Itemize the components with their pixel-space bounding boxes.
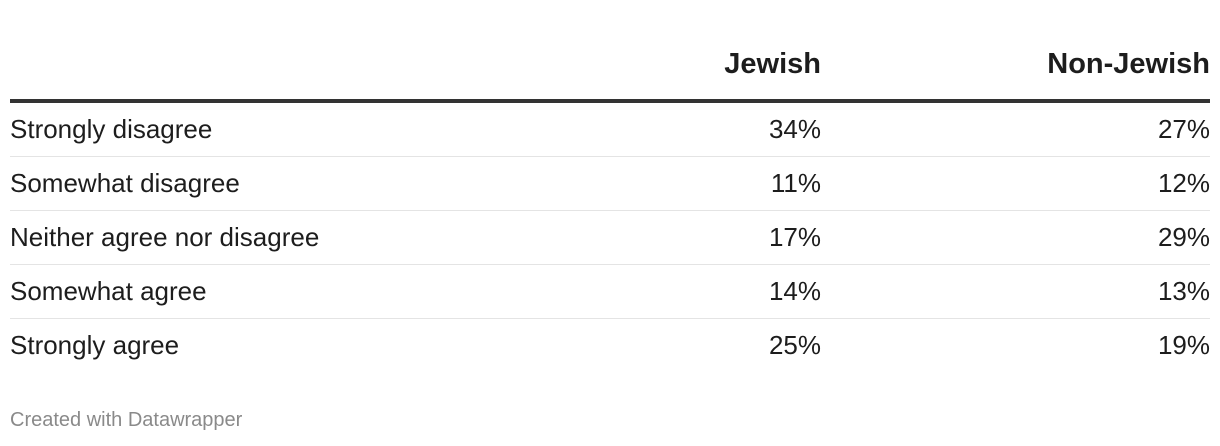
row-label: Somewhat disagree (10, 156, 470, 211)
data-table-container: Jewish Non-Jewish Strongly disagree 34% … (10, 40, 1210, 372)
table-header: Jewish Non-Jewish (10, 40, 1210, 103)
row-label: Strongly agree (10, 330, 180, 360)
header-label-column (10, 40, 470, 103)
cell-jewish: 34% (470, 101, 821, 157)
cell-non-jewish: 12% (821, 156, 1210, 211)
row-label: Strongly disagree (10, 101, 470, 157)
cell-non-jewish: 27% (821, 101, 1210, 157)
header-non-jewish: Non-Jewish (821, 40, 1210, 103)
cell-jewish: 25% (768, 330, 821, 360)
table-row: Strongly disagree 34% 27% (10, 101, 1210, 157)
cell-non-jewish: 19% (1157, 330, 1210, 360)
table-row: Strongly agree 25% 19% (10, 319, 1210, 373)
table-row: Somewhat agree 14% 13% (10, 264, 1210, 319)
data-table: Jewish Non-Jewish Strongly disagree 34% … (10, 40, 1210, 372)
cell-jewish: 11% (470, 156, 821, 211)
cell-jewish: 14% (470, 264, 821, 319)
row-label: Somewhat agree (10, 264, 470, 319)
datawrapper-credit: Created with Datawrapper (10, 409, 243, 431)
cell-jewish: 17% (470, 210, 821, 265)
table-row: Neither agree nor disagree 17% 29% (10, 210, 1210, 265)
cell-non-jewish: 29% (821, 210, 1210, 265)
cell-non-jewish: 13% (821, 264, 1210, 319)
row-label: Neither agree nor disagree (10, 210, 470, 265)
table-body: Strongly disagree 34% 27% Somewhat disag… (10, 101, 1210, 372)
header-jewish: Jewish (470, 40, 821, 103)
header-row: Jewish Non-Jewish (10, 40, 1210, 103)
table-row: Somewhat disagree 11% 12% (10, 156, 1210, 211)
